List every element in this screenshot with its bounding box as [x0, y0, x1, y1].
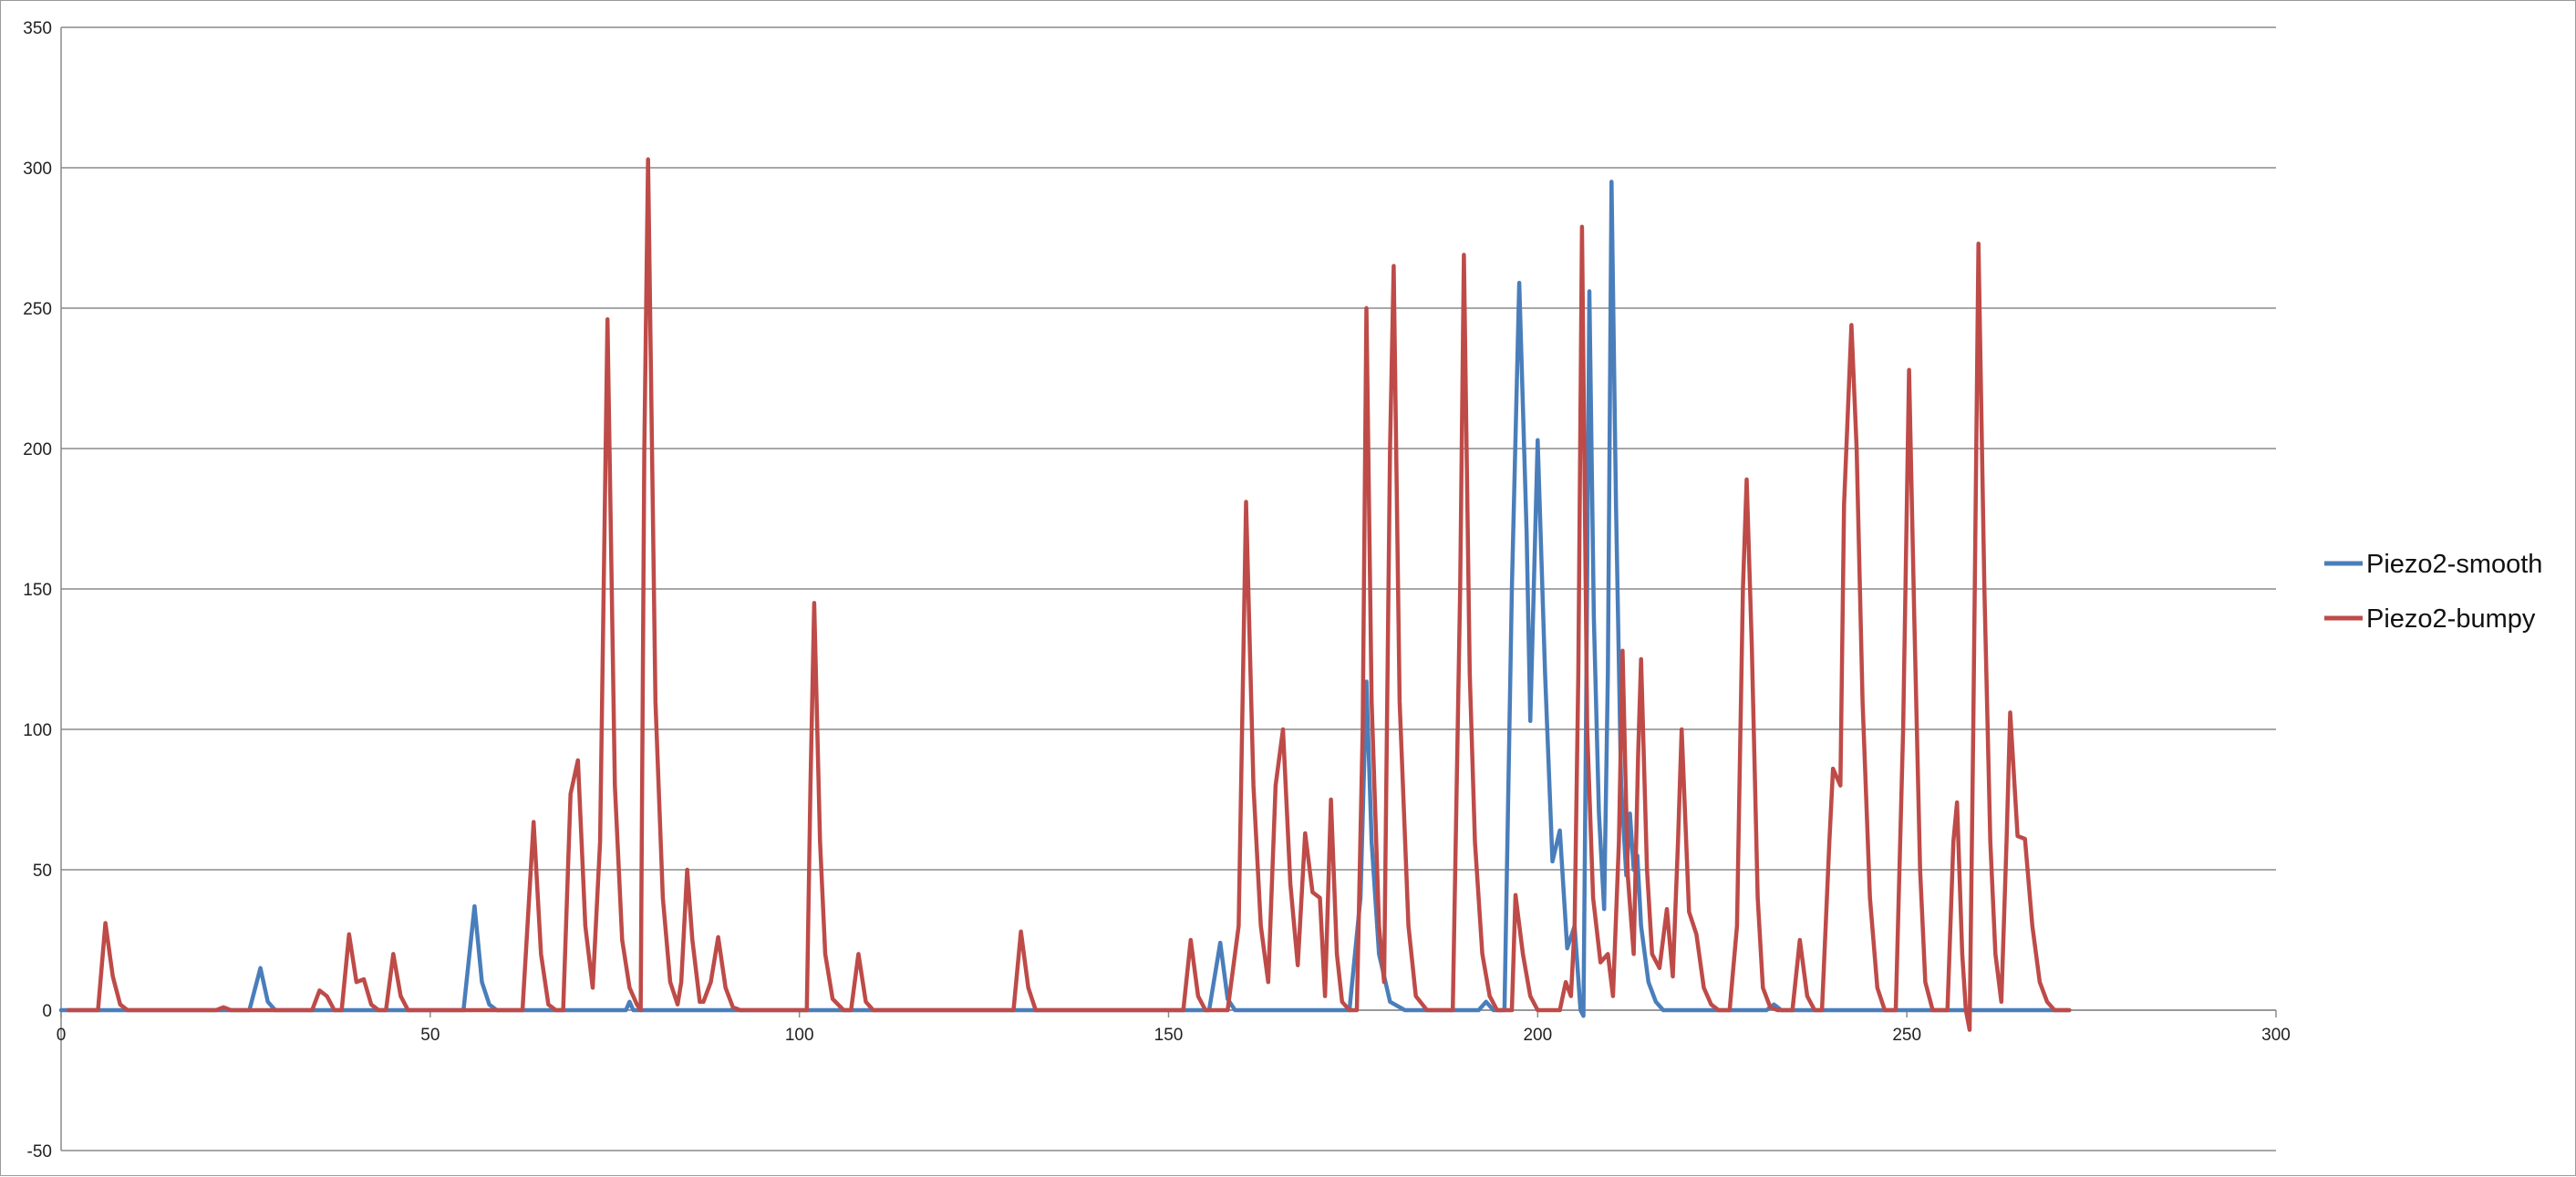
x-tick-label: 50 [420, 1026, 440, 1045]
x-tick-label: 150 [1154, 1026, 1184, 1045]
y-tick-label: -50 [27, 1142, 52, 1162]
y-tick-label: 200 [23, 440, 52, 459]
axes: -50 0 50 100 150 200 250 300 350 0 50 100 150 200 250 3… [23, 19, 2291, 1162]
legend-label: Piezo2-smooth [2366, 550, 2542, 579]
x-tick-label: 100 [785, 1026, 814, 1045]
y-tick-label: 300 [23, 160, 52, 179]
y-tick-label: 350 [23, 19, 52, 38]
y-tick-label: 150 [23, 581, 52, 600]
x-tick-label: 250 [1892, 1026, 1921, 1045]
series-line-piezo2-smooth [58, 180, 2072, 1018]
y-tick-label: 100 [23, 721, 52, 740]
series-line-piezo2-bumpy [66, 157, 2072, 1032]
y-tick-label: 250 [23, 300, 52, 319]
legend: Piezo2-smooth Piezo2-bumpy [2324, 550, 2542, 634]
x-tick-label: 300 [2261, 1026, 2291, 1045]
x-tick-label: 200 [1523, 1026, 1552, 1045]
gridlines [61, 26, 2276, 1151]
series-lines [58, 157, 2072, 1032]
x-tick-label: 0 [57, 1026, 67, 1045]
y-tick-label: 50 [33, 862, 52, 881]
y-tick-label: 0 [42, 1002, 52, 1021]
legend-label: Piezo2-bumpy [2366, 604, 2536, 634]
